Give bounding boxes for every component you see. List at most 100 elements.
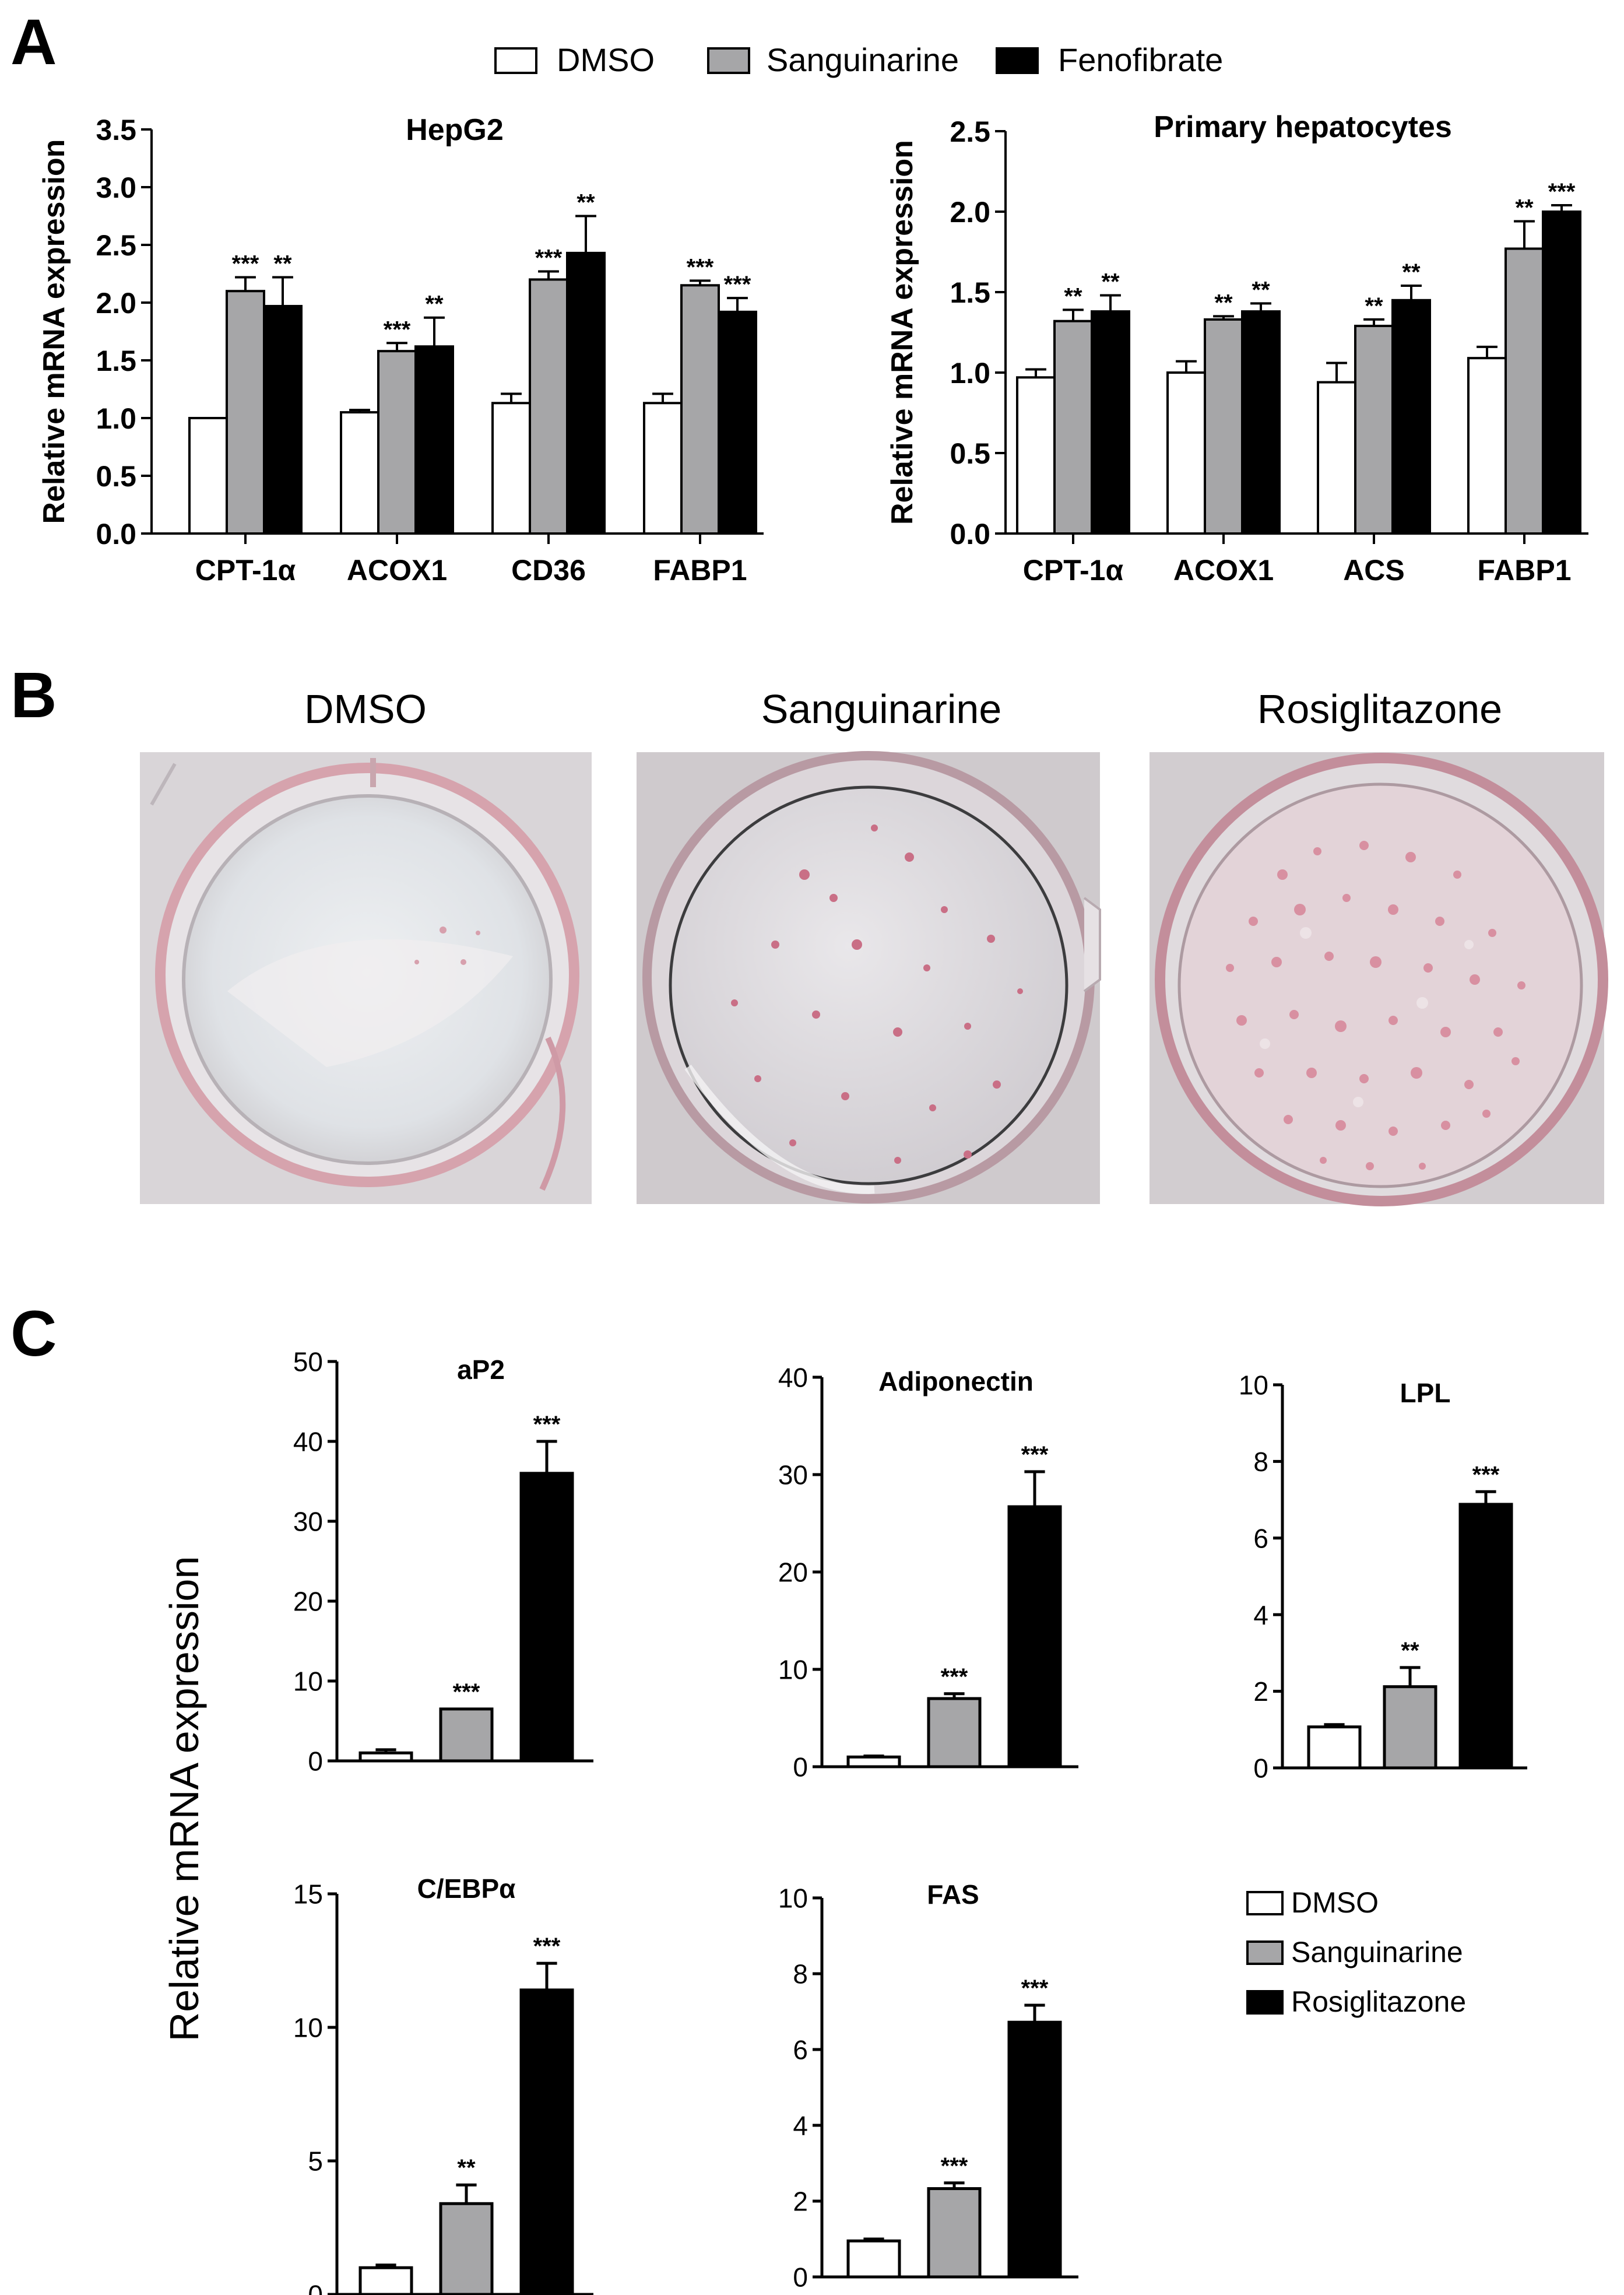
bar xyxy=(1467,357,1507,535)
significance-label: ** xyxy=(1064,283,1082,309)
x-tick-label: CD36 xyxy=(511,554,586,587)
legend-c-swatch-rosiglitazone xyxy=(1246,1990,1284,2015)
y-tick-label: 3.0 xyxy=(96,171,136,204)
y-tick-label: 2 xyxy=(793,2187,808,2217)
significance-label: *** xyxy=(232,251,259,276)
bar xyxy=(188,417,228,535)
chart-title: LPL xyxy=(1400,1378,1451,1408)
y-tick-label: 20 xyxy=(778,1557,808,1588)
y-tick-label: 1.0 xyxy=(96,402,136,435)
y-tick-label: 15 xyxy=(293,1879,323,1910)
bar xyxy=(1307,1725,1362,1770)
significance-label: ** xyxy=(1214,290,1233,315)
significance-label: *** xyxy=(1548,179,1576,205)
y-tick-label: 0.5 xyxy=(96,460,136,493)
y-tick-label: 5 xyxy=(308,2146,323,2177)
bar xyxy=(358,1751,413,1763)
significance-label: *** xyxy=(384,317,411,342)
bar xyxy=(927,1697,982,1768)
y-tick-label: 3.5 xyxy=(96,114,136,146)
legend-panel-c: DMSO Sanguinarine Rosiglitazone xyxy=(1246,1886,1466,2018)
x-tick-label: ACS xyxy=(1343,554,1405,587)
chart-primary-hepatocytes: 0.0 0.5 1.0 1.5 2.0 2.5 Primary hepatocytes Rel… xyxy=(885,110,1588,587)
legend-swatch-dmso xyxy=(494,47,537,74)
y-tick-label: 1.0 xyxy=(950,357,990,389)
y-tick-label: 20 xyxy=(293,1587,323,1617)
legend-label-fenofibrate: Fenofibrate xyxy=(1058,41,1223,78)
y-axis-label: Relative mRNA expression xyxy=(37,139,71,524)
y-tick-label: 0 xyxy=(793,1752,808,1782)
panel-b: DMSO Sanguinarine Rosiglitazone xyxy=(140,686,1608,1206)
bar xyxy=(1204,318,1243,535)
y-tick-label: 50 xyxy=(293,1347,323,1377)
bar xyxy=(1166,371,1206,535)
y-tick-label: 2 xyxy=(1253,1676,1268,1707)
y-tick-label: 30 xyxy=(778,1460,808,1490)
chart-fas: 0 2 4 6 8 10 FAS *** *** xyxy=(778,1879,1078,2293)
bar xyxy=(519,1988,574,2295)
y-tick-label: 10 xyxy=(778,1883,808,1914)
y-tick-label: 1.5 xyxy=(950,276,990,309)
bar xyxy=(263,304,303,535)
significance-label: ** xyxy=(1402,259,1421,285)
y-tick-label: 0.5 xyxy=(950,437,990,470)
well-photo-dmso xyxy=(140,752,592,1204)
bar xyxy=(1505,247,1544,535)
chart-title: FAS xyxy=(927,1879,979,1910)
bar xyxy=(439,2202,494,2295)
panel-letter-c: C xyxy=(10,1298,57,1370)
significance-label: ** xyxy=(1401,1638,1419,1664)
y-tick-label: 0.0 xyxy=(96,518,136,550)
bar xyxy=(1458,1503,1513,1770)
significance-label: *** xyxy=(1021,1975,1049,2001)
significance-label: *** xyxy=(533,1933,561,1959)
y-tick-label: 1.5 xyxy=(96,345,136,377)
chart-ap2: 0 10 20 30 40 50 aP2 *** *** xyxy=(293,1347,593,1777)
panel-c-y-axis-label: Relative mRNA expression xyxy=(161,1556,207,2042)
legend-c-label-sanguinarine: Sanguinarine xyxy=(1291,1936,1463,1968)
bar xyxy=(358,2266,413,2295)
y-tick-label: 6 xyxy=(793,2035,808,2065)
bar xyxy=(1053,320,1093,535)
y-tick-label: 0 xyxy=(793,2262,808,2293)
chart-adiponectin: 0 10 20 30 40 Adiponectin *** *** xyxy=(778,1363,1078,1782)
y-tick-label: 40 xyxy=(778,1363,808,1393)
y-tick-label: 0 xyxy=(308,1746,323,1777)
legend-c-label-dmso: DMSO xyxy=(1291,1886,1379,1919)
significance-label: *** xyxy=(535,245,563,271)
significance-label: ** xyxy=(425,292,444,317)
y-tick-label: 10 xyxy=(1239,1370,1268,1401)
x-tick-label: CPT-1α xyxy=(195,554,296,587)
well-photo-sanguinarine xyxy=(637,751,1101,1204)
significance-label: *** xyxy=(941,2153,968,2179)
y-tick-label: 8 xyxy=(1253,1447,1268,1477)
y-tick-label: 0 xyxy=(1253,1753,1268,1784)
well-photo-rosiglitazone xyxy=(1150,752,1608,1206)
bar xyxy=(1317,381,1356,535)
significance-label: *** xyxy=(724,272,751,297)
legend-swatch-fenofibrate xyxy=(996,47,1039,74)
x-tick-label: FABP1 xyxy=(1477,554,1571,587)
y-tick-label: 4 xyxy=(793,2111,808,2141)
bar xyxy=(718,310,757,535)
photo-label-sanguinarine: Sanguinarine xyxy=(761,686,1002,732)
bar xyxy=(927,2187,982,2279)
chart-title: HepG2 xyxy=(406,113,504,147)
legend-label-sanguinarine: Sanguinarine xyxy=(767,41,959,78)
significance-label: ** xyxy=(577,190,595,216)
y-tick-label: 10 xyxy=(778,1655,808,1685)
significance-label: ** xyxy=(273,251,292,276)
legend-swatch-sanguinarine xyxy=(707,47,750,74)
chart-title: Primary hepatocytes xyxy=(1154,110,1452,144)
bar xyxy=(491,402,531,535)
bar xyxy=(519,1472,574,1763)
legend-panel-a: DMSO Sanguinarine Fenofibrate xyxy=(494,41,1223,78)
photo-label-rosiglitazone: Rosiglitazone xyxy=(1257,686,1502,732)
y-tick-label: 4 xyxy=(1253,1600,1268,1630)
bar xyxy=(566,251,606,535)
chart-title: aP2 xyxy=(457,1354,505,1385)
bar xyxy=(1391,299,1431,535)
